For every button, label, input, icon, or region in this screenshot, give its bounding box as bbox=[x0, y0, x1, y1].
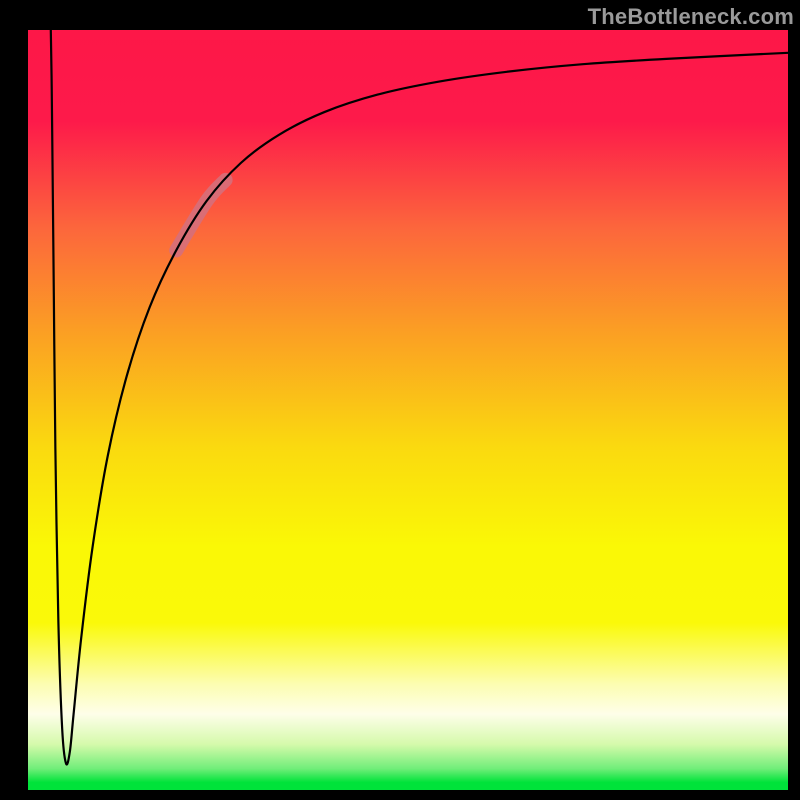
watermark-text: TheBottleneck.com bbox=[588, 4, 794, 30]
chart-background-gradient bbox=[28, 30, 788, 790]
bottleneck-curve-chart bbox=[0, 0, 800, 800]
chart-container: TheBottleneck.com bbox=[0, 0, 800, 800]
